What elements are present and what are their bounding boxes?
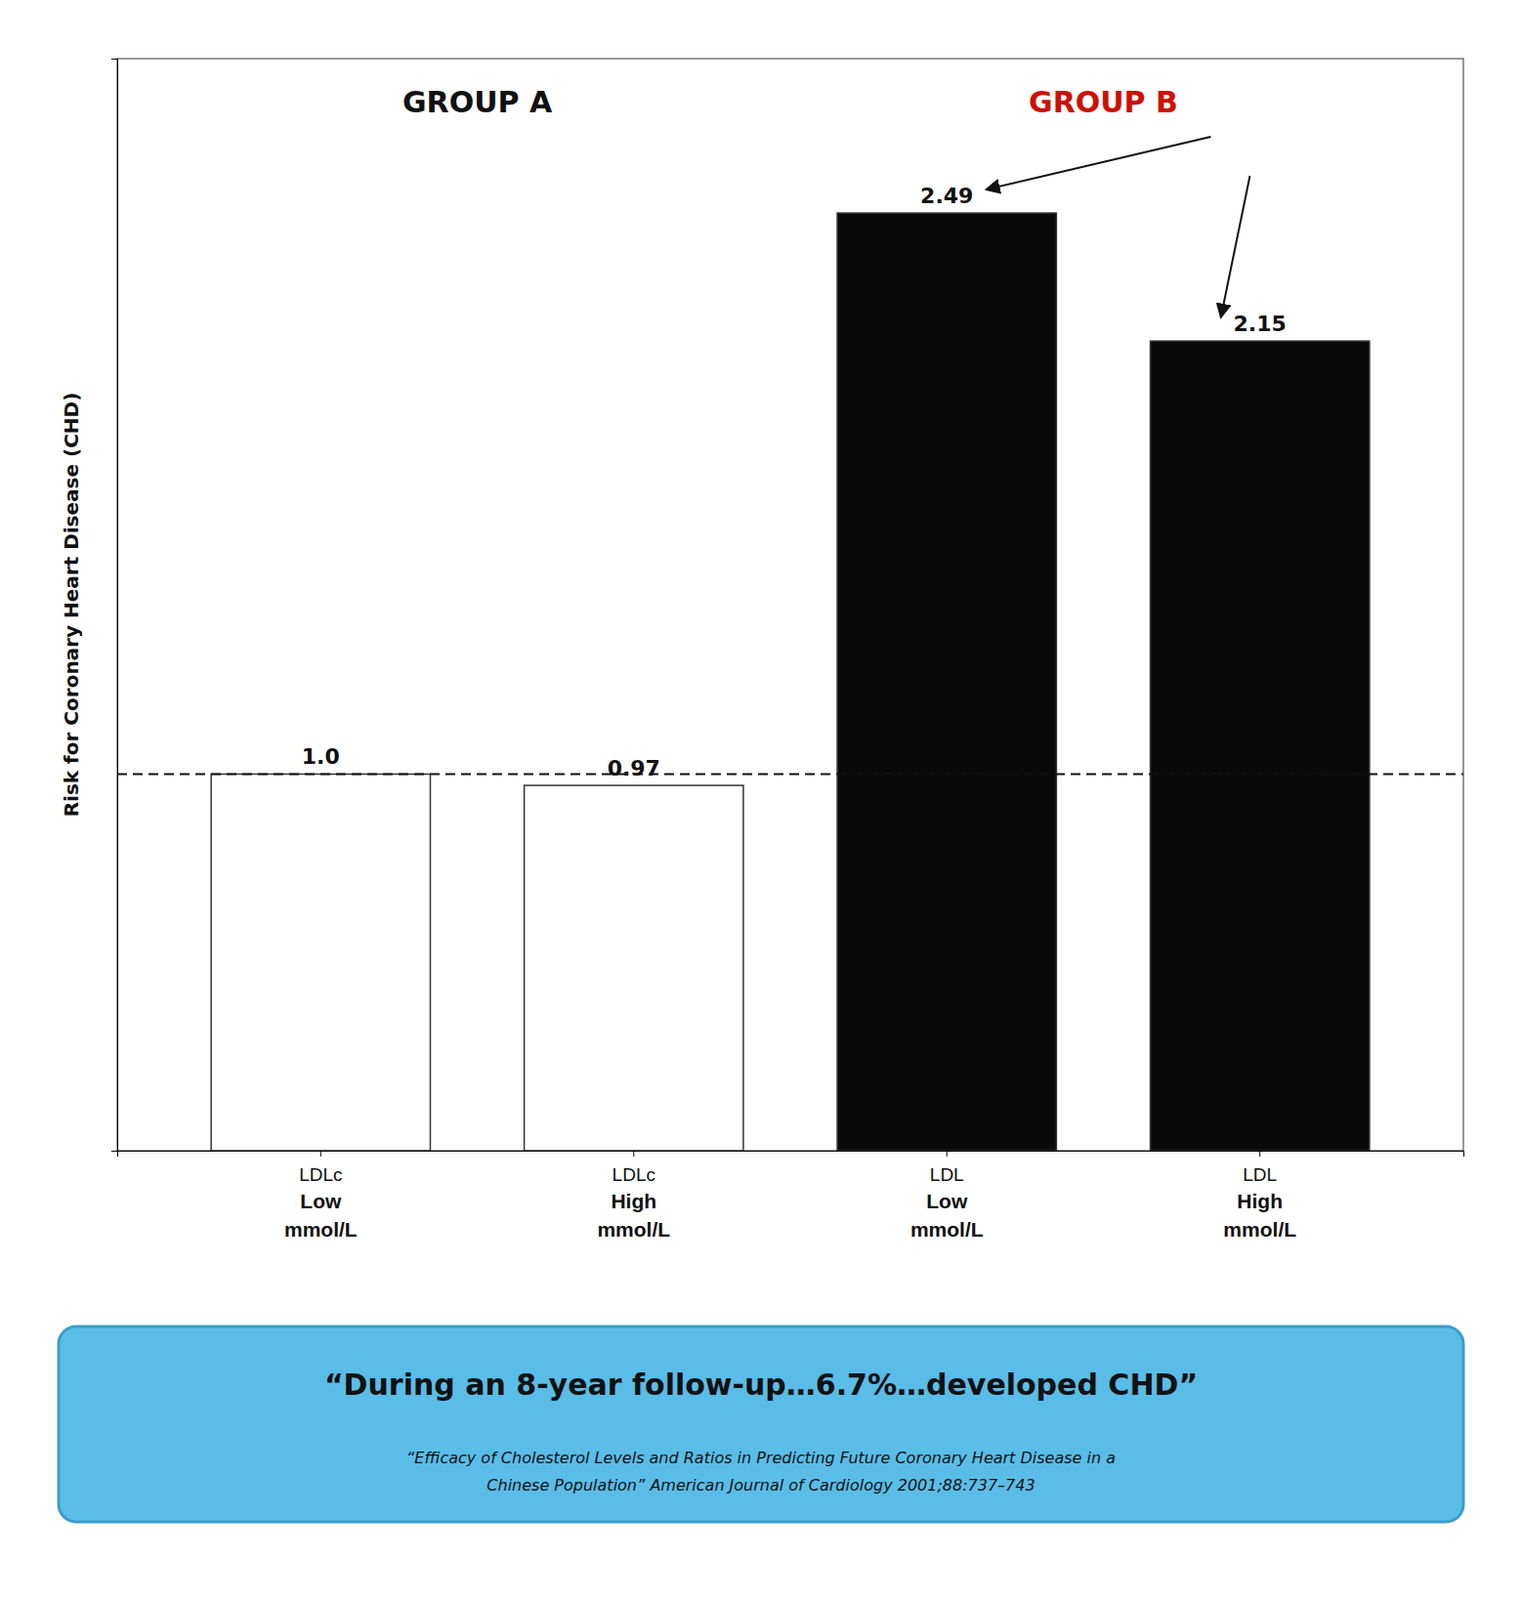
data-labels: 1.0 0.97 2.49 2.15 — [301, 183, 1287, 781]
citation: Chinese Population” American Journal of … — [486, 1476, 1035, 1495]
x-axis: LDLcLowmmol/L LDLcHighmmol/L LDLLowmmol/L L… — [118, 1150, 1465, 1241]
quote-text: “During an 8-year follow-up…6.7%…develop… — [324, 1367, 1198, 1402]
plot: LDLcLowmmol/L LDLcHighmmol/L LDLLowmmol/L L… — [111, 58, 1465, 1241]
bar — [211, 773, 430, 1151]
x-tick: LDLHighmmol/L — [1223, 1150, 1297, 1241]
bar — [837, 212, 1057, 1151]
chart: LDLcLowmmol/L LDLcHighmmol/L LDLLowmmol/L L… — [0, 0, 1522, 1600]
x-tick-label: LDLcLowmmol/L — [284, 1164, 358, 1241]
plot-frame — [117, 58, 1464, 1151]
data-label: 2.15 — [1233, 311, 1287, 337]
arrows — [985, 136, 1250, 318]
data-label: 1.0 — [301, 744, 340, 769]
x-tick: LDLcLowmmol/L — [284, 1150, 358, 1241]
x-tick-label: LDLcHighmmol/L — [596, 1164, 671, 1241]
arrow — [985, 136, 1211, 190]
x-tick-mark — [320, 1150, 322, 1157]
citation: “Efficacy of Cholesterol Levels and Rati… — [406, 1448, 1116, 1468]
x-tick-label: LDLHighmmol/L — [1223, 1164, 1297, 1241]
y-axis — [111, 59, 119, 1152]
x-tick: LDLcHighmmol/L — [596, 1150, 671, 1241]
y-axis-line — [111, 59, 119, 1152]
marks — [117, 212, 1464, 1151]
data-label: 0.97 — [607, 756, 661, 781]
x-tick-mark — [1259, 1150, 1261, 1157]
group-label: GROUP A — [402, 84, 553, 120]
bar — [524, 785, 744, 1151]
y-axis-title: Risk for Coronary Heart Disease (CHD) — [59, 392, 84, 818]
reference-line — [117, 772, 1464, 775]
quote-banner: “During an 8-year follow-up…6.7%…develop… — [58, 1326, 1464, 1522]
quote-box — [58, 1326, 1464, 1522]
group-label: GROUP B — [1028, 84, 1179, 120]
x-tick-mark — [946, 1150, 948, 1157]
x-axis-line — [118, 1151, 1465, 1158]
x-tick-mark — [633, 1150, 635, 1157]
arrow — [1221, 175, 1251, 318]
x-tick-label: LDLLowmmol/L — [910, 1164, 984, 1241]
bar — [1150, 340, 1370, 1151]
x-tick: LDLLowmmol/L — [910, 1150, 984, 1241]
data-label: 2.49 — [920, 183, 973, 209]
